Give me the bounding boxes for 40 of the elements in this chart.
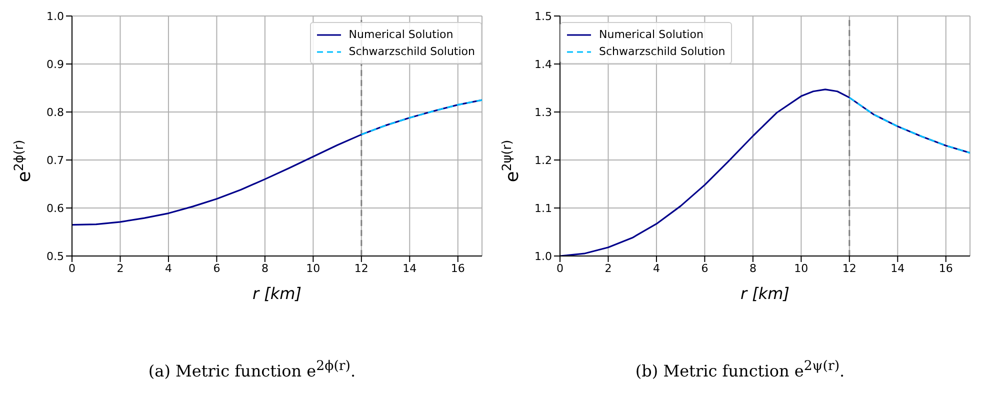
- y-tick-label: 1.2: [534, 154, 552, 167]
- x-tick-label: 14: [402, 262, 417, 275]
- x-axis-title: r [km]: [740, 284, 790, 303]
- y-tick-label: 0.9: [46, 58, 64, 71]
- y-tick-label: 0.6: [46, 202, 64, 215]
- y-tick-label: 1.1: [534, 202, 552, 215]
- y-tick-label: 1.3: [534, 106, 552, 119]
- text: (b) Metric function e$^{2ψ(r)}$.: [634, 359, 846, 380]
- y-tick-label: 1.0: [534, 250, 552, 263]
- legend-label: Numerical Solution: [348, 27, 454, 43]
- y-tick-label: 0.5: [46, 250, 64, 263]
- x-tick-label: 6: [213, 262, 220, 275]
- x-tick-label: 16: [938, 262, 953, 275]
- y-tick-label: 0.7: [46, 154, 64, 167]
- x-tick-label: 0: [68, 262, 76, 275]
- x-tick-label: 10: [306, 262, 320, 275]
- legend-label: Schwarzschild Solution: [599, 44, 726, 60]
- x-tick-label: 4: [164, 262, 172, 275]
- line-series: [360, 99, 482, 136]
- x-tick-label: 12: [354, 262, 368, 275]
- x-tick-label: 6: [701, 262, 708, 275]
- x-axis-title: r [km]: [252, 284, 302, 303]
- x-tick-label: 14: [890, 262, 905, 275]
- x-tick-label: 8: [261, 262, 268, 275]
- x-tick-label: 10: [794, 262, 808, 275]
- line-series: [848, 96, 970, 154]
- x-tick-label: 8: [749, 262, 756, 275]
- x-tick-label: 4: [652, 262, 660, 275]
- y-tick-label: 1.4: [534, 58, 552, 71]
- x-tick-label: 2: [116, 262, 124, 275]
- x-tick-label: 16: [450, 262, 465, 275]
- y-tick-label: 0.8: [46, 106, 64, 119]
- x-tick-label: 0: [556, 262, 564, 275]
- y-tick-label: 1.0: [46, 10, 64, 23]
- x-tick-label: 12: [842, 262, 856, 275]
- x-tick-label: 2: [604, 262, 612, 275]
- legend-label: Schwarzschild Solution: [348, 44, 475, 60]
- y-tick-label: 1.5: [534, 10, 552, 23]
- legend-label: Numerical Solution: [599, 27, 704, 43]
- text: (a) Metric function e$^{2ϕ(r)}$.: [147, 359, 357, 380]
